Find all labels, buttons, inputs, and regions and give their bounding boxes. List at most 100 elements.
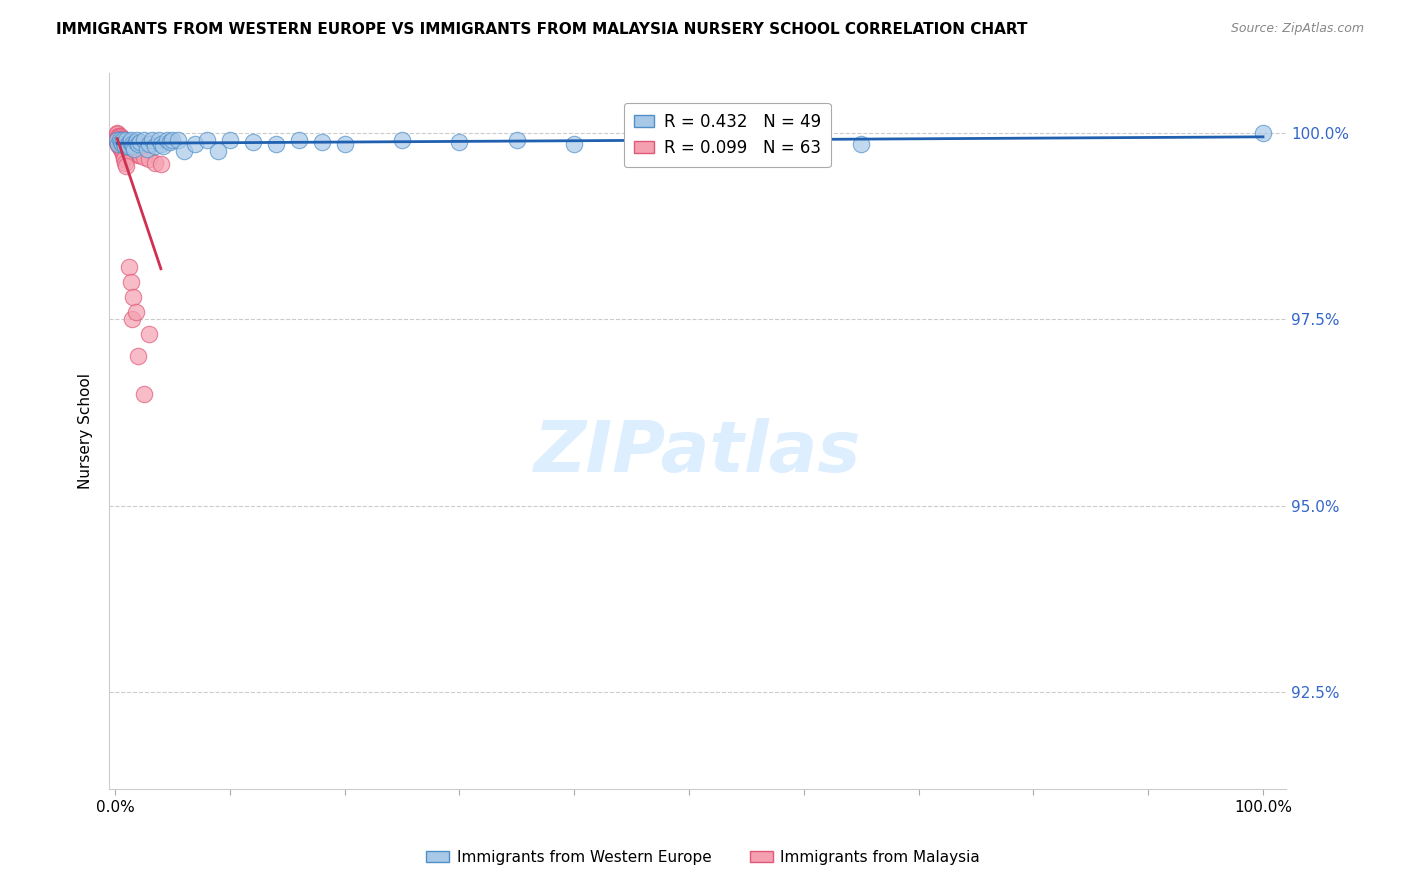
Point	[148, 133, 170, 147]
Point	[562, 136, 585, 151]
Point	[111, 131, 134, 145]
Point	[333, 136, 356, 151]
Point	[122, 290, 145, 304]
Point	[115, 136, 138, 151]
Point	[110, 140, 132, 154]
Point	[156, 133, 179, 147]
Point	[127, 136, 149, 151]
Point	[108, 138, 131, 153]
Point	[127, 350, 149, 364]
Point	[138, 136, 160, 151]
Point	[115, 140, 138, 154]
Point	[117, 140, 139, 154]
Point	[118, 139, 141, 153]
Point	[138, 152, 160, 166]
Point	[124, 145, 146, 159]
Point	[121, 142, 143, 156]
Point	[121, 136, 143, 151]
Point	[184, 136, 207, 151]
Point	[117, 139, 139, 153]
Point	[149, 136, 172, 151]
Point	[118, 135, 141, 149]
Point	[112, 136, 135, 151]
Point	[107, 128, 129, 143]
Point	[118, 139, 141, 153]
Point	[449, 135, 471, 149]
Point	[107, 136, 129, 151]
Point	[111, 135, 134, 149]
Point	[127, 148, 149, 162]
Legend: R = 0.432   N = 49, R = 0.099   N = 63: R = 0.432 N = 49, R = 0.099 N = 63	[624, 103, 831, 167]
Point	[107, 130, 129, 145]
Point	[112, 139, 135, 153]
Point	[1251, 126, 1274, 140]
Point	[114, 136, 136, 151]
Point	[162, 133, 184, 147]
Point	[114, 135, 136, 149]
Point	[114, 139, 136, 153]
Point	[112, 136, 135, 151]
Text: IMMIGRANTS FROM WESTERN EUROPE VS IMMIGRANTS FROM MALAYSIA NURSERY SCHOOL CORREL: IMMIGRANTS FROM WESTERN EUROPE VS IMMIGR…	[56, 22, 1028, 37]
Point	[105, 127, 128, 141]
Point	[112, 149, 135, 163]
Point	[111, 144, 134, 158]
Point	[110, 130, 132, 145]
Point	[105, 135, 128, 149]
Point	[207, 145, 229, 159]
Point	[107, 137, 129, 152]
Point	[108, 140, 131, 154]
Point	[111, 136, 134, 151]
Point	[121, 312, 143, 326]
Point	[108, 133, 131, 147]
Point	[124, 142, 146, 156]
Point	[118, 260, 141, 274]
Legend: Immigrants from Western Europe, Immigrants from Malaysia: Immigrants from Western Europe, Immigran…	[420, 844, 986, 871]
Point	[117, 136, 139, 151]
Point	[118, 142, 141, 156]
Point	[111, 136, 134, 151]
Point	[149, 157, 172, 171]
Point	[111, 133, 134, 147]
Point	[136, 142, 159, 156]
Point	[110, 142, 132, 156]
Point	[111, 133, 134, 147]
Point	[132, 133, 155, 147]
Point	[120, 145, 142, 159]
Point	[124, 304, 146, 318]
Point	[129, 135, 152, 149]
Point	[107, 136, 129, 150]
Point	[112, 135, 135, 149]
Point	[115, 159, 138, 173]
Point	[129, 148, 152, 162]
Point	[141, 133, 163, 147]
Point	[118, 142, 141, 156]
Point	[110, 135, 132, 149]
Point	[108, 129, 131, 144]
Point	[159, 135, 181, 149]
Point	[120, 133, 142, 147]
Point	[105, 133, 128, 147]
Point	[167, 133, 190, 147]
Point	[678, 133, 700, 147]
Point	[114, 155, 136, 169]
Point	[218, 133, 240, 147]
Point	[115, 139, 138, 153]
Point	[125, 133, 148, 147]
Point	[851, 136, 873, 151]
Point	[111, 146, 134, 161]
Point	[143, 139, 166, 153]
Point	[132, 386, 155, 401]
Point	[108, 133, 131, 147]
Point	[110, 131, 132, 145]
Point	[110, 135, 132, 149]
Point	[115, 133, 138, 147]
Point	[264, 136, 287, 151]
Point	[287, 133, 309, 147]
Point	[112, 152, 135, 166]
Point	[138, 327, 160, 342]
Point	[124, 135, 146, 149]
Point	[132, 149, 155, 163]
Point	[173, 145, 195, 159]
Point	[152, 139, 174, 153]
Point	[111, 145, 134, 159]
